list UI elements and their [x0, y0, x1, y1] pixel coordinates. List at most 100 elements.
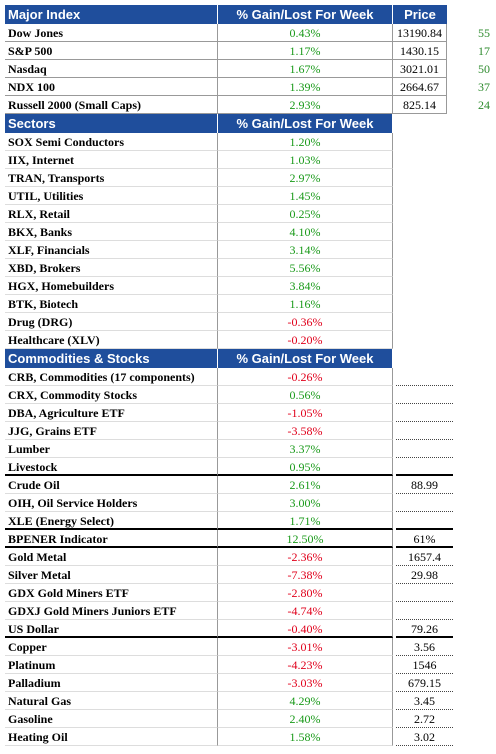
- row-price: [396, 512, 453, 530]
- row-price: [396, 584, 453, 602]
- row-price: 29.98: [396, 566, 453, 584]
- row-percent: 4.29%: [218, 692, 393, 710]
- row-name: NDX 100: [5, 78, 218, 96]
- row-extra: 55: [478, 26, 490, 40]
- row-name: TRAN, Transports: [5, 169, 218, 187]
- row-name: Heating Oil: [5, 728, 218, 746]
- row-percent: 0.95%: [218, 458, 393, 476]
- row-price: 79.26: [396, 620, 453, 638]
- row-name: BKX, Banks: [5, 223, 218, 241]
- row-percent: 1.39%: [218, 78, 393, 96]
- row-percent: 1.67%: [218, 60, 393, 78]
- row-extra: 24: [478, 98, 490, 112]
- row-name: S&P 500: [5, 42, 218, 60]
- row-name: BPENER Indicator: [5, 530, 218, 548]
- row-price: [396, 494, 453, 512]
- section-title: Sectors: [5, 114, 218, 133]
- row-price: 61%: [396, 530, 453, 548]
- row-name: HGX, Homebuilders: [5, 277, 218, 295]
- row-percent: 1.03%: [218, 151, 393, 169]
- column-header: Price: [393, 5, 447, 24]
- row-price: 3.02: [396, 728, 453, 746]
- row-percent: -0.26%: [218, 368, 393, 386]
- row-percent: 3.00%: [218, 494, 393, 512]
- row-percent: 3.14%: [218, 241, 393, 259]
- row-name: GDX Gold Miners ETF: [5, 584, 218, 602]
- row-percent: -3.58%: [218, 422, 393, 440]
- row-name: US Dollar: [5, 620, 218, 638]
- row-price: 3.56: [396, 638, 453, 656]
- row-name: Healthcare (XLV): [5, 331, 218, 349]
- row-price: [396, 458, 453, 476]
- column-header: % Gain/Lost For Week: [218, 114, 393, 133]
- row-price: 1657.4: [396, 548, 453, 566]
- row-price: 1546: [396, 656, 453, 674]
- row-name: Palladium: [5, 674, 218, 692]
- row-percent: 2.93%: [218, 96, 393, 114]
- row-name: Livestock: [5, 458, 218, 476]
- row-price: 3021.01: [393, 60, 447, 78]
- row-name: BTK, Biotech: [5, 295, 218, 313]
- row-name: RLX, Retail: [5, 205, 218, 223]
- row-name: XLF, Financials: [5, 241, 218, 259]
- row-price: [396, 602, 453, 620]
- row-name: UTIL, Utilities: [5, 187, 218, 205]
- row-price: 3.45: [396, 692, 453, 710]
- row-percent: -0.40%: [218, 620, 393, 638]
- row-price: 88.99: [396, 476, 453, 494]
- row-percent: -2.80%: [218, 584, 393, 602]
- row-name: Drug (DRG): [5, 313, 218, 331]
- column-header: % Gain/Lost For Week: [218, 349, 393, 368]
- row-name: Gold Metal: [5, 548, 218, 566]
- row-extra: 50: [478, 62, 490, 76]
- row-name: OIH, Oil Service Holders: [5, 494, 218, 512]
- row-percent: 1.17%: [218, 42, 393, 60]
- row-percent: -3.01%: [218, 638, 393, 656]
- row-percent: 1.45%: [218, 187, 393, 205]
- row-percent: 3.37%: [218, 440, 393, 458]
- row-percent: -2.36%: [218, 548, 393, 566]
- row-name: IIX, Internet: [5, 151, 218, 169]
- row-name: DBA, Agriculture ETF: [5, 404, 218, 422]
- row-percent: -7.38%: [218, 566, 393, 584]
- row-price: 13190.84: [393, 24, 447, 42]
- row-percent: 3.84%: [218, 277, 393, 295]
- row-name: Lumber: [5, 440, 218, 458]
- row-percent: -0.36%: [218, 313, 393, 331]
- row-percent: 5.56%: [218, 259, 393, 277]
- row-percent: 12.50%: [218, 530, 393, 548]
- row-price: 679.15: [396, 674, 453, 692]
- row-percent: -0.20%: [218, 331, 393, 349]
- row-percent: 1.16%: [218, 295, 393, 313]
- row-price: [396, 404, 453, 422]
- row-percent: 2.61%: [218, 476, 393, 494]
- row-extra: 17: [478, 44, 490, 58]
- row-name: Copper: [5, 638, 218, 656]
- row-percent: 2.97%: [218, 169, 393, 187]
- row-name: JJG, Grains ETF: [5, 422, 218, 440]
- row-name: Natural Gas: [5, 692, 218, 710]
- row-name: Platinum: [5, 656, 218, 674]
- row-percent: -1.05%: [218, 404, 393, 422]
- row-percent: 1.58%: [218, 728, 393, 746]
- row-percent: 0.56%: [218, 386, 393, 404]
- row-name: Dow Jones: [5, 24, 218, 42]
- row-price: 825.14: [393, 96, 447, 114]
- row-price: 2.72: [396, 710, 453, 728]
- row-price: [396, 422, 453, 440]
- row-name: CRB, Commodities (17 components): [5, 368, 218, 386]
- row-name: CRX, Commodity Stocks: [5, 386, 218, 404]
- row-name: Gasoline: [5, 710, 218, 728]
- row-name: Crude Oil: [5, 476, 218, 494]
- row-name: XLE (Energy Select): [5, 512, 218, 530]
- row-name: SOX Semi Conductors: [5, 133, 218, 151]
- row-name: XBD, Brokers: [5, 259, 218, 277]
- row-percent: -4.23%: [218, 656, 393, 674]
- row-price: [396, 440, 453, 458]
- row-name: Silver Metal: [5, 566, 218, 584]
- row-name: Nasdaq: [5, 60, 218, 78]
- row-price: [396, 368, 453, 386]
- row-percent: 0.43%: [218, 24, 393, 42]
- row-percent: -3.03%: [218, 674, 393, 692]
